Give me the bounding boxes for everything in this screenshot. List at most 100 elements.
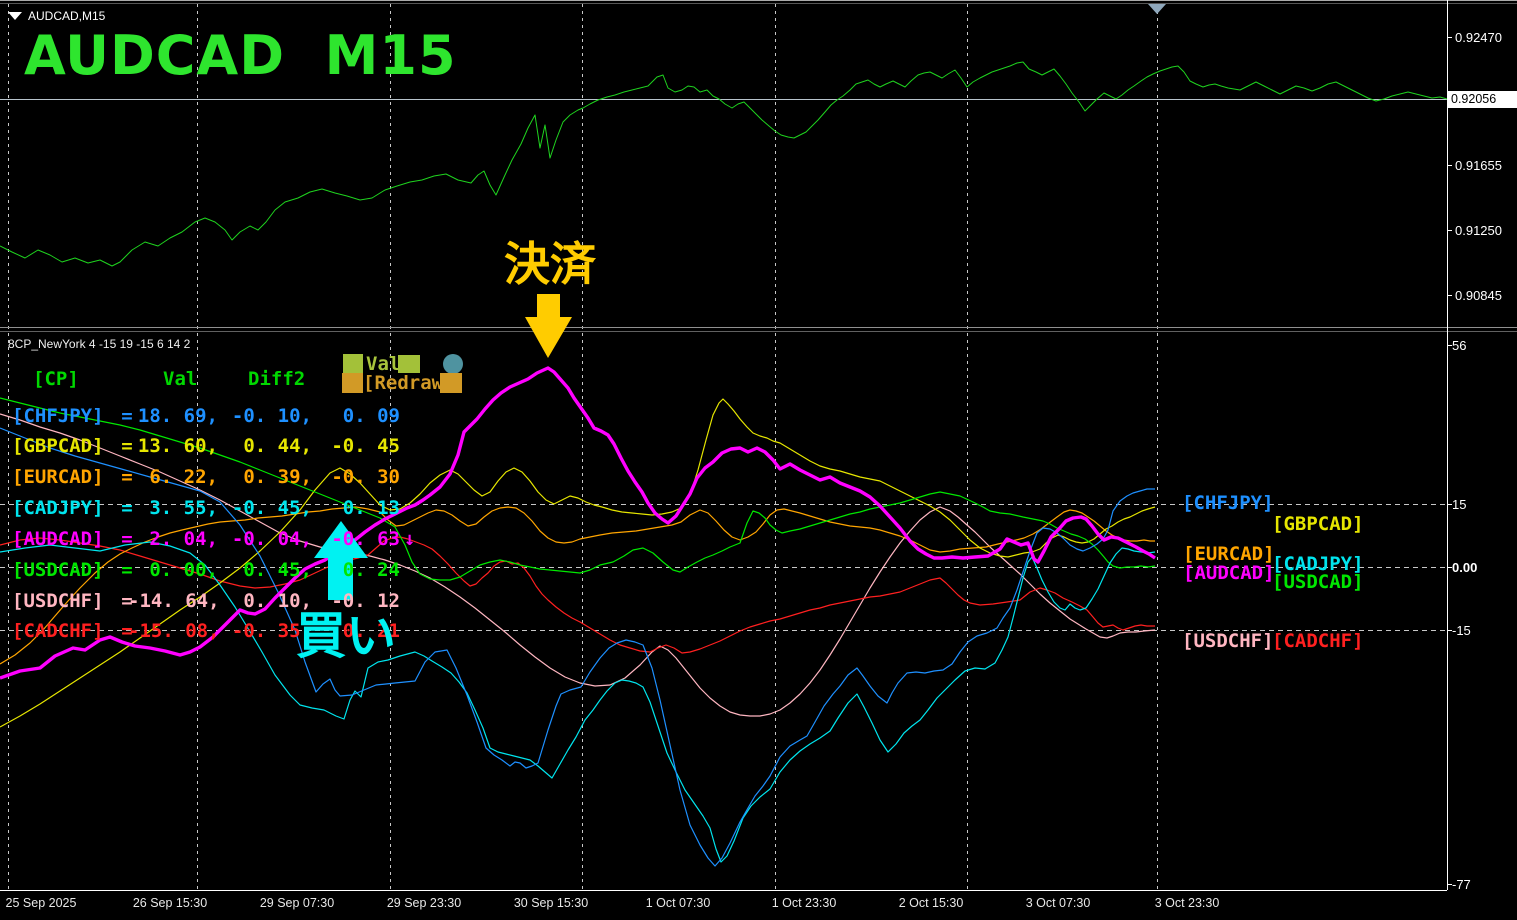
strength-axis-label: -15 (1452, 623, 1471, 638)
pair-label: [AUDCAD] (12, 528, 104, 550)
diff2-cell: 0. 09 (342, 405, 400, 427)
level-lines (0, 504, 1447, 631)
table-row: [CADJPY] = 3. 55, -0. 45, 0. 13 (0, 497, 430, 520)
scroll-marker-icon (1148, 4, 1166, 14)
val-button-label[interactable]: Val (366, 353, 401, 375)
table-row: [CADCHF] = -15. 08, -0. 35, 0. 21 (0, 620, 430, 643)
buy-annotation-arrow-icon (314, 521, 368, 600)
price-axis-label: 0.91655 (1455, 158, 1502, 173)
line-label-eurcad: [EURCAD] (1183, 543, 1275, 565)
val-button-square-right[interactable] (398, 355, 420, 373)
series-line-usdchf (0, 413, 1156, 717)
table-row: [USDCHF] = -14. 64, 0. 10, -0. 12 (0, 590, 430, 613)
time-axis-label: 1 Oct 07:30 (645, 896, 711, 910)
equals-sign: = (121, 405, 133, 427)
redraw-button-label[interactable]: [Redraw] (363, 372, 455, 394)
indicator-circle-button[interactable] (443, 354, 463, 374)
table-row: [USDCAD] = 0. 00, 0. 45, 0. 24 (0, 559, 430, 582)
diff2-cell: -0. 45 (331, 435, 400, 457)
diff1-cell: -0. 35, (231, 620, 312, 642)
close-annotation-text: 決済 (504, 237, 596, 291)
diff2-cell: -0. 30 (331, 466, 400, 488)
val-cell: 2. 04, (149, 528, 218, 550)
table-header-diff2: Diff2 (248, 368, 306, 390)
line-label-chfjpy: [CHFJPY] (1182, 492, 1274, 514)
symbol-dropdown-icon[interactable] (8, 12, 22, 20)
equals-sign: = (121, 559, 133, 581)
buy-annotation-text: 買い (296, 607, 396, 665)
line-label-gbpcad: [GBPCAD] (1272, 513, 1364, 535)
series-line-chfjpy (0, 427, 1155, 867)
series-line-eurcad (0, 506, 1155, 665)
equals-sign: = (121, 466, 133, 488)
redraw-button-square-right[interactable] (440, 373, 462, 393)
time-axis-label: 29 Sep 23:30 (386, 896, 462, 910)
price-axis-label: 0.90845 (1455, 288, 1502, 303)
equals-sign: = (121, 620, 133, 642)
val-cell: -14. 64, (128, 590, 220, 612)
diff2-cell: 0. 13 (342, 497, 400, 519)
strength-axis-label: 15 (1452, 497, 1467, 512)
val-cell: 18. 69, (137, 405, 218, 427)
diff2-cell: 0. 21 (342, 620, 400, 642)
indicator-name-label: 8CP_NewYork 4 -15 19 -15 6 14 2 (8, 337, 191, 351)
table-row: [EURCAD] = 6. 22, 0. 39, -0. 30 (0, 466, 430, 489)
diff1-cell: -0. 45, (231, 497, 312, 519)
diff1-cell: 0. 45, (243, 559, 312, 581)
diff1-cell: 0. 44, (243, 435, 312, 457)
pair-label: [CADCHF] (12, 620, 104, 642)
equals-sign: = (121, 435, 133, 457)
series-line-usdcad (0, 397, 1156, 581)
table-row: [CHFJPY] = 18. 69, -0. 10, 0. 09 (0, 405, 430, 428)
line-label-usdchf: [USDCHF] (1182, 630, 1274, 652)
pair-label: [CHFJPY] (12, 405, 104, 427)
equals-sign: = (121, 528, 133, 550)
price-series (0, 61, 1448, 267)
val-cell: 0. 00, (149, 559, 218, 581)
symbol-period-label[interactable]: AUDCAD,M15 (28, 9, 106, 23)
val-button-square-left[interactable] (343, 354, 363, 373)
pair-label: [GBPCAD] (12, 435, 104, 457)
series-line-gbpcad (0, 398, 1156, 728)
big-watermark-title: AUDCAD M15 (24, 24, 457, 87)
time-axis-label: 26 Sep 15:30 (132, 896, 208, 910)
axis-ticks (1447, 37, 1452, 885)
price-axis-label: 0.92470 (1455, 30, 1502, 45)
time-axis-label: 2 Oct 15:30 (898, 896, 964, 910)
line-label-cadjpy: [CADJPY] (1272, 553, 1364, 575)
table-header-cp: [CP] (33, 368, 79, 390)
val-cell: -15. 08, (128, 620, 220, 642)
price-axis-label: 0.91250 (1455, 223, 1502, 238)
line-label-usdcad: [USDCAD] (1272, 571, 1364, 593)
diff2-cell: 0. 24 (342, 559, 400, 581)
time-axis-label: 25 Sep 2025 (5, 896, 77, 910)
series-line-audcad (0, 366, 1156, 680)
diff1-cell: -0. 04, (231, 528, 312, 550)
time-axis-label: 30 Sep 15:30 (513, 896, 589, 910)
pair-label: [CADJPY] (12, 497, 104, 519)
strength-axis-label: 56 (1452, 338, 1467, 353)
redraw-button-square-left[interactable] (342, 373, 363, 393)
table-row: [GBPCAD] = 13. 60, 0. 44, -0. 45 (0, 435, 430, 458)
current-price-tag: 0.92056 (1448, 91, 1517, 108)
diff2-cell: -0. 63 (331, 528, 400, 550)
line-label-cadchf: [CADCHF] (1272, 630, 1364, 652)
strength-axis-label: -77 (1452, 877, 1471, 892)
equals-sign: = (121, 497, 133, 519)
line-label-audcad: [AUDCAD] (1183, 562, 1275, 584)
val-cell: 3. 55, (149, 497, 218, 519)
diff1-cell: 0. 39, (243, 466, 312, 488)
close-annotation-arrow-icon (525, 294, 572, 358)
time-axis-label: 3 Oct 07:30 (1025, 896, 1091, 910)
time-axis-label: 1 Oct 23:30 (771, 896, 837, 910)
table-row: [AUDCAD] = 2. 04, -0. 04, -0. 63 ↓ (0, 528, 430, 551)
time-axis-label: 29 Sep 07:30 (259, 896, 335, 910)
diff2-cell: -0. 12 (331, 590, 400, 612)
pair-label: [USDCAD] (12, 559, 104, 581)
strength-axis-label-zero: 0.00 (1452, 560, 1478, 575)
val-cell: 6. 22, (149, 466, 218, 488)
pair-label: [USDCHF] (12, 590, 104, 612)
val-cell: 13. 60, (137, 435, 218, 457)
